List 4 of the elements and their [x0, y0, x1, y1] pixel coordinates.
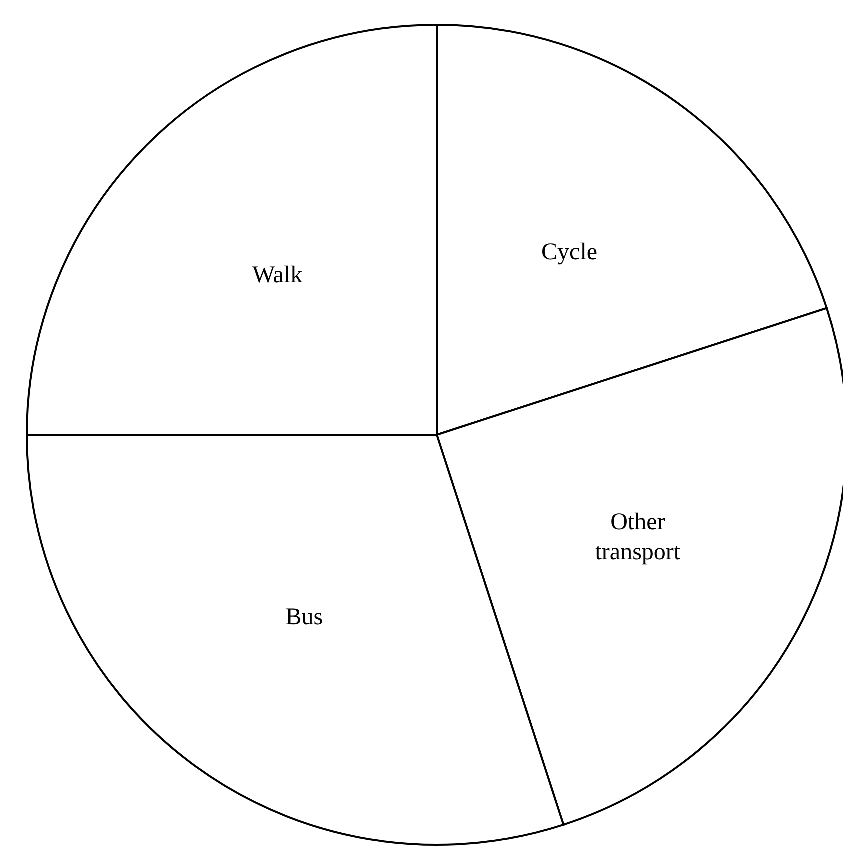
slice-label: Walk	[252, 262, 303, 289]
slice-label: Other transport	[595, 509, 681, 566]
slice-label: Cycle	[542, 240, 598, 266]
slice-label: Bus	[286, 604, 324, 630]
